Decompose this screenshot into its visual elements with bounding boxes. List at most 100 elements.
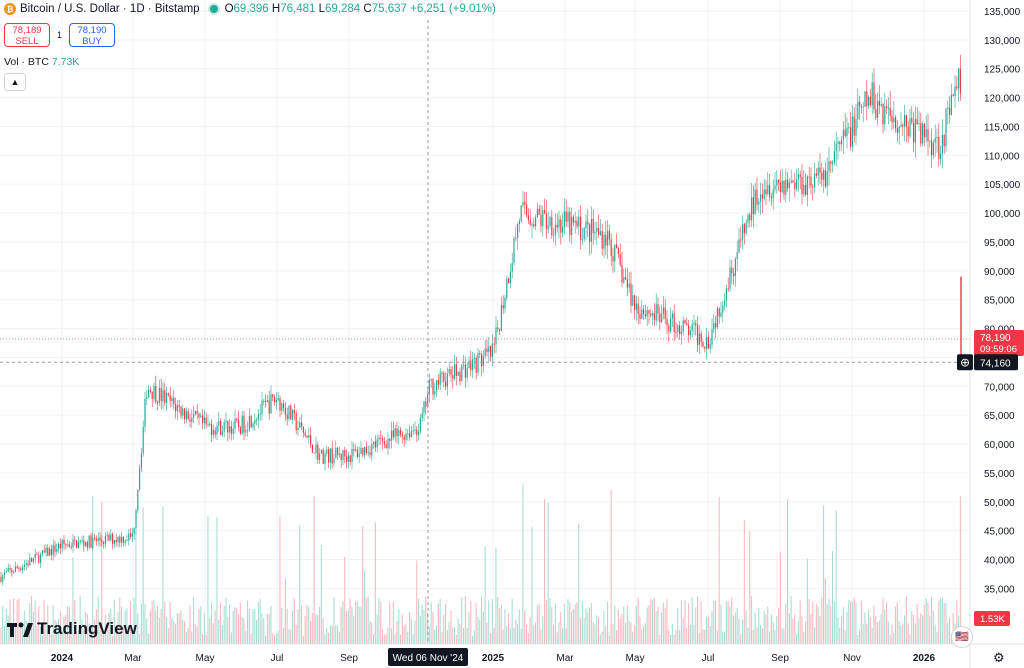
volume-bar (558, 621, 560, 644)
volume-bar (551, 607, 553, 644)
candle-body (529, 219, 531, 225)
collapse-legend-button[interactable]: ▲ (4, 73, 26, 91)
candle-body (779, 182, 781, 192)
volume-bar (139, 633, 141, 644)
region-flag-icon[interactable]: 🇺🇸 (951, 626, 973, 648)
candle-body (684, 320, 686, 324)
candle-body (477, 353, 479, 373)
candle-body (77, 541, 79, 548)
volume-bar (54, 620, 56, 644)
candle-body (535, 217, 537, 227)
candle-body (394, 428, 396, 438)
candle-body (182, 408, 184, 416)
price-tick: 45,000 (984, 527, 1015, 538)
volume-bar (713, 600, 715, 644)
candle-body (23, 564, 25, 568)
gear-icon[interactable]: ⚙ (993, 650, 1005, 665)
candle-body (306, 435, 308, 438)
candle-body (175, 404, 177, 412)
volume-bar (896, 602, 898, 644)
candle-body (547, 225, 549, 230)
volume-bar (511, 598, 513, 644)
sell-button[interactable]: 78,189 SELL (4, 23, 50, 47)
volume-bar (434, 629, 436, 644)
volume-bar (338, 631, 340, 644)
candle-body (97, 537, 99, 541)
time-tick: Mar (124, 653, 142, 664)
volume-bar (639, 616, 641, 644)
volume-bar (623, 606, 625, 644)
volume-bar (317, 614, 319, 644)
candle-body (873, 82, 875, 110)
volume-bar (259, 598, 261, 644)
volume-bar (419, 616, 421, 644)
volume-bar (693, 624, 695, 644)
volume-bar (592, 622, 594, 644)
volume-bar (824, 578, 826, 644)
candle-body (670, 318, 672, 332)
candle-body (292, 410, 294, 420)
candle-body (542, 209, 544, 227)
candle-body (846, 127, 848, 137)
candle-body (709, 344, 711, 349)
volume-bar (428, 627, 430, 644)
candle-body (693, 323, 695, 325)
ohlc-values: O69,396 H76,481 L69,284 C75,637 +6,251 (… (224, 3, 496, 15)
volume-bar (63, 616, 65, 644)
volume-bar (364, 570, 366, 644)
candle-body (914, 119, 916, 143)
candle-body (119, 536, 121, 543)
volume-bar (959, 496, 961, 644)
candle-body (103, 542, 105, 544)
volume-bar (799, 600, 801, 644)
volume-bar (22, 626, 24, 644)
volume-bar (902, 623, 904, 644)
candle-body (569, 211, 571, 236)
volume-bar (718, 496, 720, 644)
volume-bar (509, 628, 511, 644)
candle-body (36, 553, 38, 555)
volume-bar (776, 615, 778, 644)
volume-bar (158, 617, 160, 644)
candle-body (340, 453, 342, 460)
volume-bar (347, 610, 349, 644)
volume-bar (616, 630, 618, 644)
volume-bar (540, 629, 542, 644)
volume-bar (630, 622, 632, 644)
volume-bar (940, 598, 942, 644)
candle-body (99, 537, 101, 541)
candle-body (893, 117, 895, 123)
candle-body (218, 420, 220, 426)
last-price-tag (974, 330, 1024, 357)
candle-body (353, 448, 355, 451)
volume-bar (247, 600, 249, 644)
volume-bar (583, 617, 585, 644)
buy-button[interactable]: 78,190 BUY (69, 23, 115, 47)
volume-bar (536, 605, 538, 644)
volume-bar (812, 601, 814, 644)
volume-bar (56, 621, 58, 644)
candle-body (311, 444, 313, 453)
volume-bar (130, 601, 132, 644)
crosshair-price-tag (974, 354, 1018, 371)
volume-bar (729, 606, 731, 644)
candle-body (895, 117, 897, 129)
symbol-title[interactable]: Bitcoin / U.S. Dollar · 1D · Bitstamp (20, 3, 200, 15)
volume-bar (142, 507, 144, 644)
candle-body (0, 576, 2, 582)
volume-bar (878, 620, 880, 644)
volume-bar (110, 608, 112, 644)
candle-body (686, 323, 688, 326)
volume-bar (72, 556, 74, 644)
volume-bar (189, 605, 191, 644)
candle-body (356, 449, 358, 458)
candle-body (401, 434, 403, 437)
tradingview-logo[interactable]: TradingView (7, 619, 137, 639)
candle-body (304, 432, 306, 436)
volume-bar (765, 614, 767, 644)
volume-bar (689, 624, 691, 644)
candle-body (95, 539, 97, 541)
volume-bar (9, 599, 11, 644)
candle-body (261, 400, 263, 414)
